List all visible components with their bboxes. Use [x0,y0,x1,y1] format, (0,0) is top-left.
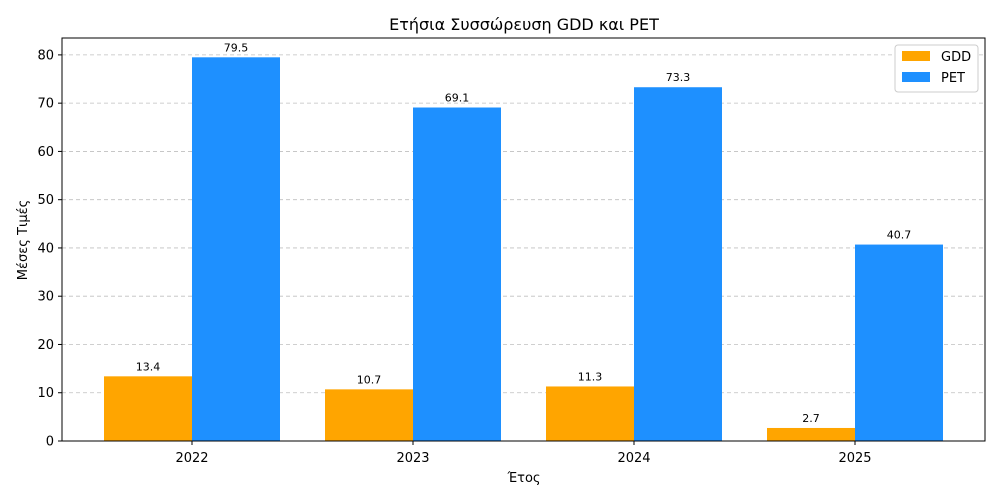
x-tick-label: 2025 [838,451,871,466]
plot-area-frame [61,37,986,442]
y-tick-label: 10 [37,386,54,401]
y-tick-label: 80 [37,48,54,63]
x-tick-label: 2022 [175,451,208,466]
data-label-pet-2024: 73.3 [666,71,691,84]
y-axis-label: Μέσες Τιμές [16,200,31,281]
x-tick-label: 2023 [396,451,429,466]
bar-pet-2025 [855,244,943,441]
bar-gdd-2023 [325,389,413,441]
bar-gdd-2022 [104,376,192,441]
legend-label-pet: PET [941,71,965,86]
bar-pet-2024 [634,87,722,441]
bar-pet-2023 [413,107,501,442]
data-label-pet-2025: 40.7 [887,229,912,242]
y-tick-label: 0 [46,435,54,450]
y-tick-label: 30 [37,290,54,305]
legend-label-gdd: GDD [941,50,971,65]
chart-title: Ετήσια Συσσώρευση GDD και PET [389,15,659,34]
x-axis-label: Έτος [506,471,540,486]
data-label-gdd-2025: 2.7 [802,412,820,425]
bar-pet-2022 [192,57,280,441]
bar-data-labels: 13.4 10.7 11.3 2.7 79.5 69.1 73.3 40.7 [136,41,912,425]
legend: GDD PET [894,44,979,93]
data-label-pet-2022: 79.5 [224,41,249,54]
legend-swatch-pet [902,72,930,82]
data-label-gdd-2023: 10.7 [357,373,382,386]
y-tick-label: 50 [37,193,54,208]
x-tick-label: 2024 [617,451,650,466]
data-label-gdd-2024: 11.3 [578,370,603,383]
data-label-pet-2023: 69.1 [445,91,470,104]
y-tick-label: 20 [37,338,54,353]
legend-swatch-gdd [902,51,930,61]
x-axis-ticks: 2022 2023 2024 2025 [175,441,872,466]
data-label-gdd-2022: 13.4 [136,360,161,373]
y-tick-label: 70 [37,97,54,112]
y-axis-ticks: 0 10 20 30 40 50 60 70 80 [37,48,62,450]
bars [104,57,943,442]
y-tick-label: 40 [37,241,54,256]
y-tick-label: 60 [37,145,54,160]
bar-gdd-2024 [546,386,634,441]
bar-gdd-2025 [767,427,855,441]
